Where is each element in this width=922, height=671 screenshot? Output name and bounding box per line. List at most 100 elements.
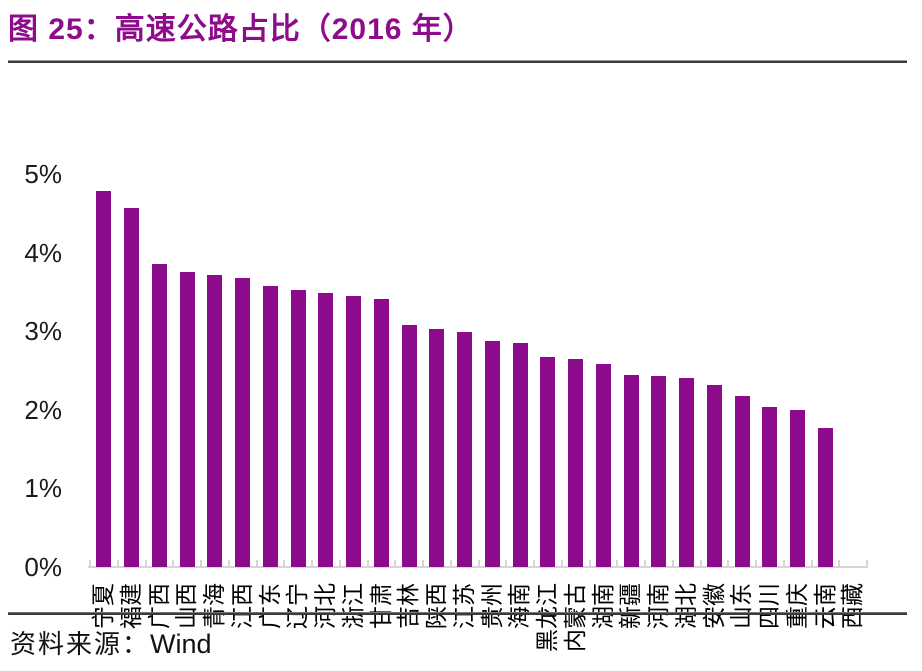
bar — [96, 191, 112, 567]
category-tick-cell: 海南 — [506, 575, 534, 671]
x-axis-tick-mark — [89, 560, 91, 567]
category-tick-label: 江西 — [228, 583, 255, 629]
category-tick-label: 西藏 — [839, 583, 866, 629]
category-tick-cell: 安徽 — [701, 575, 729, 671]
category-tick-cell: 山东 — [728, 575, 756, 671]
x-axis-tick-mark — [200, 560, 202, 567]
category-tick-cell: 河南 — [645, 575, 673, 671]
x-axis-tick-mark — [810, 560, 813, 567]
bar — [512, 342, 528, 567]
bar — [762, 407, 778, 567]
x-axis-tick-mark — [560, 560, 563, 567]
y-axis-tick-label: 0% — [24, 552, 62, 582]
category-tick-label: 甘肃 — [367, 583, 394, 629]
x-axis-tick-mark — [866, 560, 868, 567]
category-tick-cell: 四川 — [756, 575, 784, 671]
category-tick-cell: 黑龙江 — [534, 575, 562, 671]
x-axis-line — [88, 566, 868, 568]
category-tick-label: 山西 — [173, 583, 200, 629]
bar — [457, 331, 473, 567]
category-tick-label: 安徽 — [700, 583, 727, 629]
x-axis-tick-mark — [782, 560, 785, 567]
x-axis-tick-mark — [449, 560, 452, 567]
category-tick-label: 吉林 — [395, 583, 422, 629]
category-tick-label: 山东 — [728, 583, 755, 629]
bar — [346, 295, 362, 567]
x-axis-tick-mark — [505, 560, 508, 567]
bar — [318, 292, 334, 567]
y-axis-tick-label: 3% — [24, 316, 62, 347]
category-tick-label: 内蒙古 — [561, 583, 588, 652]
bar — [235, 277, 251, 567]
x-axis-tick-mark — [283, 560, 286, 567]
category-tick-cell: 陕西 — [423, 575, 451, 671]
bar — [429, 328, 445, 567]
bar — [373, 298, 389, 567]
x-axis-tick-mark — [422, 560, 424, 567]
category-tick-cell: 新疆 — [617, 575, 645, 671]
x-axis-tick-mark — [144, 560, 147, 567]
category-tick-label: 河北 — [312, 583, 338, 629]
x-axis-tick-mark — [338, 560, 341, 567]
x-axis-tick-mark — [755, 560, 757, 567]
x-axis-tick-mark — [116, 560, 119, 567]
category-tick-cell: 江苏 — [451, 575, 479, 671]
y-axis-tick-label: 1% — [24, 473, 62, 504]
bar — [179, 272, 195, 567]
category-tick-cell: 重庆 — [784, 575, 812, 671]
category-tick-cell: 云南 — [812, 575, 840, 671]
bar — [790, 409, 806, 567]
category-tick-label: 海南 — [506, 583, 533, 629]
x-axis-tick-mark — [838, 560, 841, 567]
bar — [623, 375, 639, 567]
category-tick-label: 新疆 — [617, 583, 644, 629]
bar — [124, 207, 140, 567]
source-value: Wind — [150, 629, 212, 659]
category-tick-cell: 广东 — [257, 575, 285, 671]
x-axis-tick-mark — [255, 560, 258, 567]
bar — [706, 384, 722, 567]
category-tick-label: 陕西 — [423, 583, 449, 629]
x-axis-tick-mark — [671, 560, 674, 567]
bar — [262, 286, 278, 567]
y-axis-tick-label: 5% — [24, 159, 62, 189]
bar — [401, 324, 417, 567]
bar — [484, 341, 500, 567]
source-label: 资料来源： — [10, 630, 151, 659]
bar — [151, 263, 167, 567]
bar — [679, 378, 695, 567]
bar — [817, 427, 833, 567]
x-axis-tick-mark — [588, 560, 591, 567]
category-tick-label: 贵州 — [478, 583, 505, 629]
bar-chart: 0% 1% 2% 3% 4% 5% 宁夏 福建 广西 山西 青海 江西 广东 辽宁 河北 浙江 甘肃 吉林 陕西 江苏… — [0, 70, 922, 652]
category-tick-label: 福建 — [117, 583, 144, 629]
title-divider — [8, 60, 907, 63]
category-tick-cell: 吉林 — [395, 575, 423, 671]
x-axis-tick-mark — [616, 560, 619, 567]
category-tick-cell: 江西 — [229, 575, 257, 671]
category-tick-cell: 贵州 — [479, 575, 507, 671]
x-axis-tick-mark — [227, 560, 230, 567]
category-tick-label: 辽宁 — [284, 583, 311, 629]
x-axis-tick-mark — [366, 560, 369, 567]
category-tick-label: 重庆 — [783, 583, 810, 629]
category-tick-label: 广东 — [256, 583, 283, 629]
category-tick-label: 广西 — [145, 583, 172, 629]
x-axis-tick-mark — [699, 560, 702, 567]
bar — [651, 376, 667, 567]
category-tick-cell: 湖南 — [590, 575, 618, 671]
category-tick-cell: 浙江 — [340, 575, 368, 671]
category-tick-label: 湖南 — [589, 583, 616, 629]
category-tick-label: 青海 — [201, 583, 227, 629]
x-axis-tick-mark — [727, 560, 730, 567]
category-tick-label: 宁夏 — [90, 583, 116, 629]
category-tick-cell: 河北 — [312, 575, 340, 671]
category-tick-label: 河南 — [645, 583, 671, 629]
category-tick-cell: 湖北 — [673, 575, 701, 671]
category-tick-label: 湖北 — [672, 583, 699, 629]
category-tick-cell: 西藏 — [839, 575, 867, 671]
bar — [734, 395, 750, 567]
y-axis-tick-label: 2% — [24, 394, 62, 425]
x-axis-tick-mark — [394, 560, 397, 567]
